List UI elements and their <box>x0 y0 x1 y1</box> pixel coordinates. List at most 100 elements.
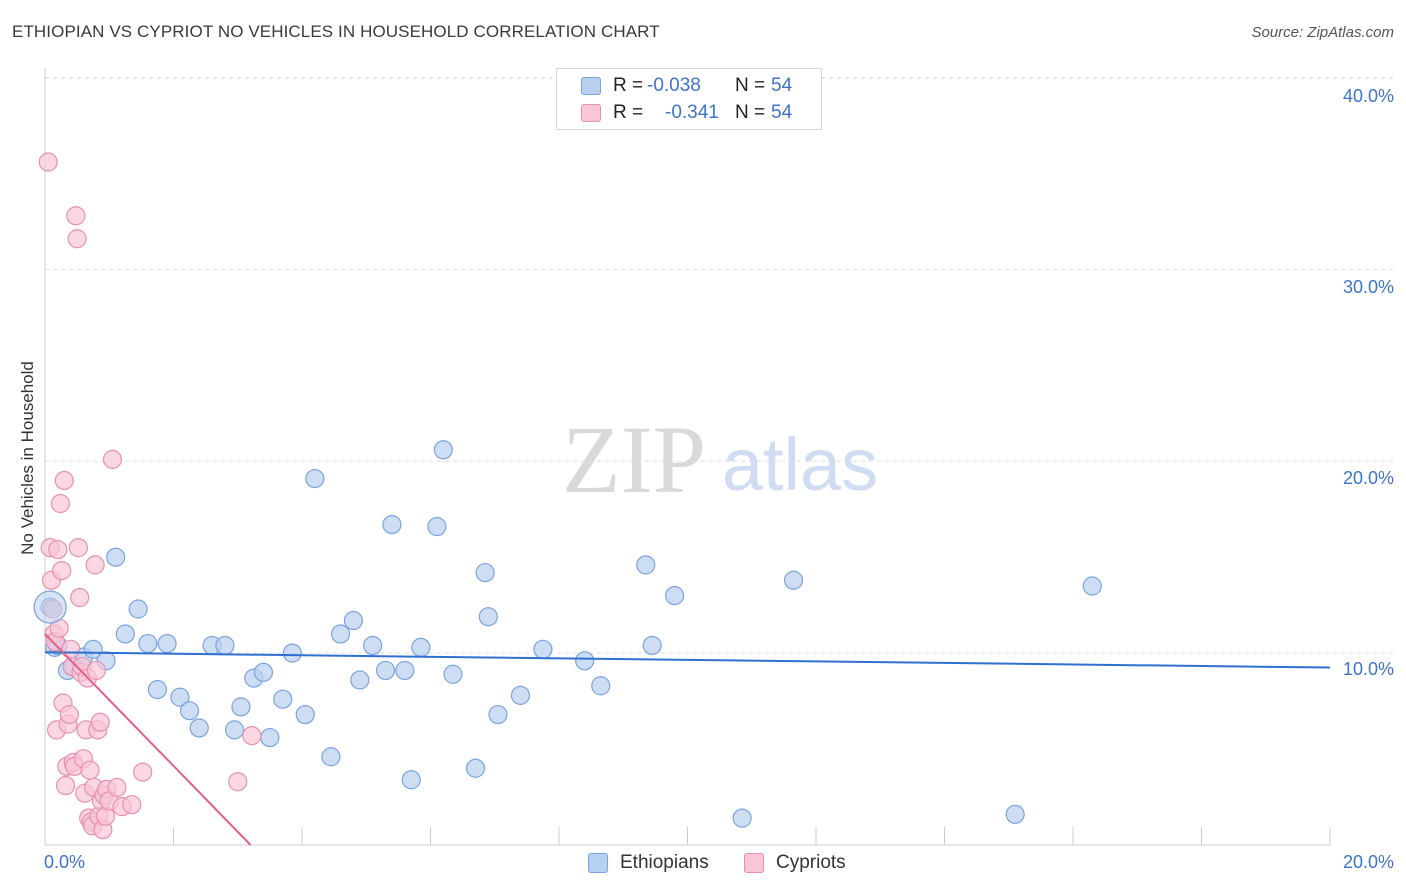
cypriots-point <box>48 539 68 560</box>
cypriots-point <box>66 206 86 226</box>
cypriots-point <box>85 555 105 575</box>
ethiopians-point <box>170 687 190 707</box>
ethiopians-point <box>147 679 168 700</box>
cypriots-trend-line <box>44 633 252 846</box>
trend-lines <box>44 633 1331 846</box>
cypriots-point <box>242 726 262 746</box>
ethiopians-point <box>533 639 553 659</box>
ethiopians-point <box>330 624 351 644</box>
cypriots-point <box>133 762 153 782</box>
correlation-legend: R = -0.038 N = 54 R = -0.341 N = 54 <box>556 68 822 130</box>
cypriots-point <box>67 229 87 249</box>
ethiopians-point <box>636 555 656 575</box>
ethiopians-point <box>488 704 508 725</box>
cypriots-point <box>70 587 90 608</box>
ethiopians-point <box>179 701 200 721</box>
ethiopians-point <box>411 637 431 657</box>
cypriots-point <box>68 538 89 558</box>
ethiopians-point <box>115 624 135 644</box>
ethiopians-point <box>433 440 453 460</box>
ethiopians-point <box>475 562 495 583</box>
ethiopians-point <box>642 635 662 656</box>
ethiopians-point <box>295 704 315 725</box>
legend-swatch-pink <box>744 853 764 873</box>
r-value: -0.341 <box>665 102 719 123</box>
ethiopians-point <box>215 635 235 656</box>
cypriots-point <box>55 775 76 796</box>
cypriots-point <box>54 470 74 491</box>
legend-swatch-blue <box>581 77 601 95</box>
n-label: N = <box>735 75 766 96</box>
cypriots-point <box>52 561 72 581</box>
ethiopians-point <box>732 808 752 828</box>
ethiopians-point <box>321 747 341 767</box>
ethiopians-point <box>260 727 280 748</box>
ethiopians-point-cluster <box>33 590 67 624</box>
ethiopians-point <box>128 599 148 619</box>
ethiopians-point <box>395 660 415 681</box>
ethiopians-point <box>465 758 486 778</box>
legend-label: Ethiopians <box>620 852 709 873</box>
cypriots-point <box>59 704 80 725</box>
axes <box>44 68 1331 846</box>
x-tick-label-max: 20.0% <box>1342 852 1394 872</box>
legend-label: Cypriots <box>776 852 846 873</box>
ethiopians-point <box>106 547 126 567</box>
ethiopians-point <box>575 651 595 671</box>
r-label: R = <box>613 102 644 123</box>
gridlines <box>45 77 1395 654</box>
ethiopians-point <box>273 689 293 709</box>
ethiopians-point <box>305 468 325 489</box>
ethiopians-point <box>253 662 274 682</box>
source-label: Source: ZipAtlas.com <box>1251 24 1394 41</box>
cypriots-point <box>86 660 107 681</box>
r-label: R = <box>613 75 644 96</box>
ethiopians-point <box>382 515 402 535</box>
ethiopians-point <box>665 585 685 606</box>
ethiopians-point <box>343 610 363 631</box>
ethiopians-point <box>510 685 531 705</box>
ethiopians-point <box>224 720 245 740</box>
ethiopians-point <box>1082 576 1102 596</box>
watermark-zip: ZIP <box>562 406 706 513</box>
ethiopians-point <box>427 516 447 537</box>
y-tick-label-30: 30.0% <box>1342 277 1394 297</box>
ethiopians-trend-line <box>44 651 1331 669</box>
n-value: 54 <box>771 102 793 123</box>
cypriots-point <box>228 772 248 792</box>
cypriots-point <box>61 639 81 659</box>
ethiopians-point <box>350 670 370 690</box>
data-points <box>33 152 1102 840</box>
cypriots-point <box>80 760 100 780</box>
ethiopians-point <box>401 770 421 790</box>
ethiopians-point <box>282 643 302 663</box>
cypriots-point <box>122 795 142 815</box>
ethiopians-point <box>375 660 396 681</box>
cypriots-point <box>38 152 58 172</box>
n-label: N = <box>735 102 766 123</box>
cypriots-point <box>90 712 110 732</box>
y-tick-label-40: 40.0% <box>1342 86 1394 106</box>
watermark-atlas: atlas <box>722 423 878 506</box>
legend-swatch-blue <box>588 853 608 873</box>
cypriots-point <box>50 493 71 514</box>
y-tick-label-10: 10.0% <box>1342 659 1394 679</box>
ethiopians-point <box>231 697 251 717</box>
ethiopians-point <box>478 607 498 627</box>
r-value: -0.038 <box>647 75 701 96</box>
y-axis-label: No Vehicles in Household <box>18 361 37 555</box>
n-value: 54 <box>771 75 793 96</box>
cypriots-point <box>107 777 127 798</box>
ethiopians-point <box>1005 804 1025 824</box>
ethiopians-point <box>363 635 383 656</box>
y-tick-label-20: 20.0% <box>1342 468 1394 488</box>
ethiopians-point <box>443 664 463 684</box>
ethiopians-point <box>189 718 209 738</box>
ethiopians-point <box>591 676 611 696</box>
ethiopians-point <box>138 633 158 654</box>
cypriots-point <box>102 449 123 469</box>
ethiopians-point <box>783 570 804 590</box>
x-tick-label-min: 0.0% <box>44 852 86 872</box>
legend-swatch-pink <box>581 104 601 122</box>
